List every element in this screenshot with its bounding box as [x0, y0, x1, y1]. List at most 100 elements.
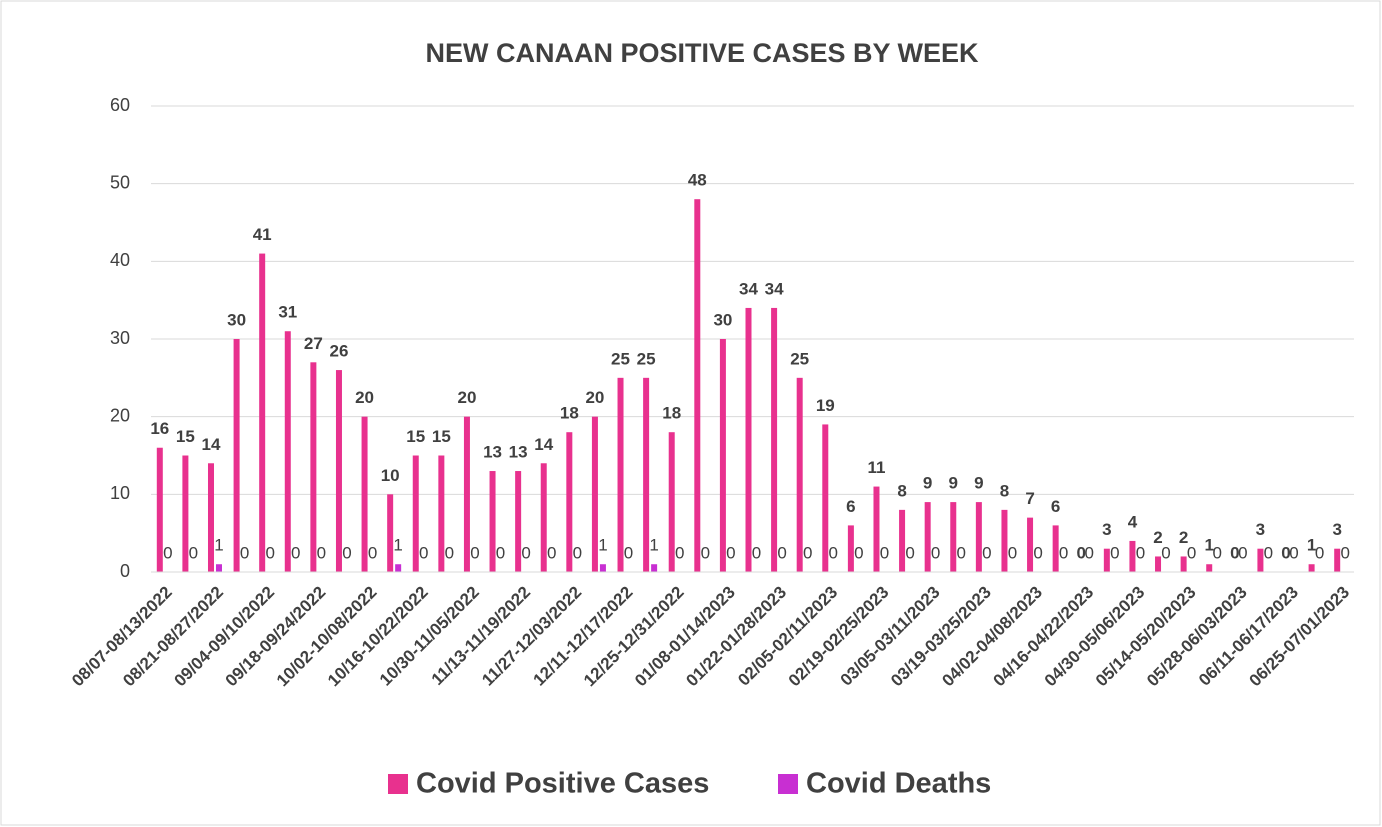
bar [438, 455, 445, 572]
data-label: 41 [253, 225, 272, 244]
data-label: 26 [330, 342, 349, 361]
data-label: 0 [1315, 543, 1324, 562]
data-label: 7 [1025, 489, 1034, 508]
data-label: 1 [649, 536, 658, 555]
data-label: 0 [854, 543, 863, 562]
data-label: 19 [816, 396, 835, 415]
bar [1308, 564, 1315, 572]
data-label: 0 [1059, 543, 1068, 562]
bar [651, 564, 658, 572]
data-label: 34 [739, 279, 758, 298]
bar [643, 377, 650, 572]
bar [668, 432, 675, 572]
data-label: 1 [214, 536, 223, 555]
data-label: 0 [1340, 543, 1349, 562]
bar [361, 416, 368, 572]
data-label: 0 [496, 543, 505, 562]
data-label: 4 [1128, 512, 1138, 531]
bar [233, 339, 240, 572]
data-label: 0 [1136, 543, 1145, 562]
data-label: 0 [624, 543, 633, 562]
data-label: 0 [547, 543, 556, 562]
bar [335, 370, 342, 572]
data-label: 0 [317, 543, 326, 562]
bar [1180, 556, 1187, 572]
data-label: 15 [432, 427, 451, 446]
data-label: 16 [150, 419, 169, 438]
bar [745, 307, 752, 572]
bar [259, 253, 266, 573]
data-label: 6 [1051, 497, 1060, 516]
data-label: 0 [521, 543, 530, 562]
bar [489, 471, 496, 572]
bar [566, 432, 573, 572]
bar [310, 362, 317, 572]
bar [156, 447, 163, 572]
data-label: 0 [419, 543, 428, 562]
data-label: 0 [240, 543, 249, 562]
legend-swatch [778, 774, 798, 794]
data-label: 0 [1281, 543, 1290, 562]
bar [1027, 517, 1034, 572]
data-label: 9 [949, 474, 958, 493]
bar [463, 416, 470, 572]
bar [975, 502, 982, 572]
data-label: 0 [291, 543, 300, 562]
data-label: 0 [701, 543, 710, 562]
y-tick-label: 10 [110, 483, 130, 503]
data-label: 15 [406, 427, 425, 446]
bar [1052, 525, 1059, 572]
data-label: 0 [931, 543, 940, 562]
bar [617, 377, 624, 572]
bar [719, 339, 726, 572]
data-label: 31 [278, 303, 297, 322]
y-tick-label: 50 [110, 172, 130, 192]
data-label: 14 [202, 435, 221, 454]
bar [591, 416, 598, 572]
data-label: 0 [1033, 543, 1042, 562]
data-label: 0 [1110, 543, 1119, 562]
bar [1001, 509, 1008, 572]
data-label: 25 [611, 349, 630, 368]
data-label: 15 [176, 427, 195, 446]
data-label: 3 [1332, 520, 1341, 539]
bar [1257, 548, 1264, 572]
bar [540, 463, 547, 572]
bar [950, 502, 957, 572]
data-label: 0 [803, 543, 812, 562]
data-label: 0 [573, 543, 582, 562]
data-label: 1 [1204, 536, 1213, 555]
data-label: 2 [1179, 528, 1188, 547]
bar [599, 564, 606, 572]
data-label: 8 [1000, 481, 1009, 500]
data-label: 1 [598, 536, 607, 555]
bar [1334, 548, 1341, 572]
data-label: 0 [829, 543, 838, 562]
bar [1103, 548, 1110, 572]
chart-title: NEW CANAAN POSITIVE CASES BY WEEK [425, 38, 979, 68]
data-label: 13 [509, 443, 528, 462]
data-label: 0 [1161, 543, 1170, 562]
bar [924, 502, 931, 572]
data-label: 0 [265, 543, 274, 562]
y-tick-label: 0 [120, 561, 130, 581]
bar [873, 486, 880, 572]
data-label: 0 [1212, 543, 1221, 562]
bar [515, 471, 522, 572]
data-label: 13 [483, 443, 502, 462]
bar [182, 455, 189, 572]
data-label: 34 [765, 279, 784, 298]
legend-label: Covid Deaths [806, 768, 991, 800]
legend-swatch [388, 774, 408, 794]
data-label: 6 [846, 497, 855, 516]
bar [822, 424, 829, 572]
bar [207, 463, 214, 572]
data-label: 0 [777, 543, 786, 562]
bar [899, 509, 906, 572]
bar [387, 494, 394, 572]
data-label: 0 [470, 543, 479, 562]
data-label: 3 [1256, 520, 1265, 539]
data-label: 0 [675, 543, 684, 562]
